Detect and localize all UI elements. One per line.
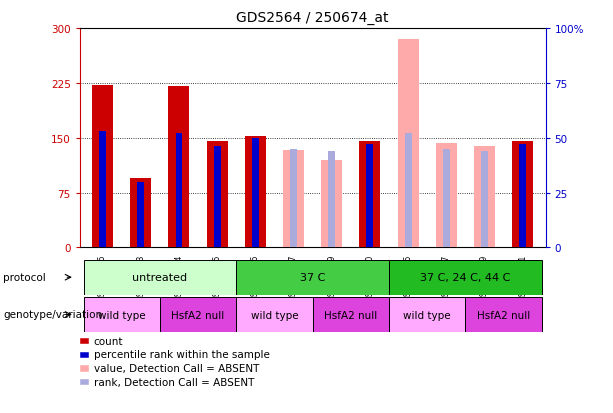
Bar [80,338,88,344]
Text: 37 C, 24 C, 44 C: 37 C, 24 C, 44 C [420,273,511,283]
Bar [367,145,373,248]
Text: HsfA2 null: HsfA2 null [172,310,225,320]
Bar [207,142,227,248]
Bar [214,147,221,248]
Text: protocol: protocol [3,273,46,282]
Bar [405,134,411,248]
Text: rank, Detection Call = ABSENT: rank, Detection Call = ABSENT [94,377,254,387]
Bar [169,87,189,248]
Bar [398,40,419,248]
Text: value, Detection Call = ABSENT: value, Detection Call = ABSENT [94,363,259,373]
Bar [321,160,342,248]
Bar [389,260,542,295]
Bar [92,86,113,248]
Bar [175,134,183,248]
Text: untreated: untreated [132,273,188,283]
Title: GDS2564 / 250674_at: GDS2564 / 250674_at [237,11,389,25]
Bar [443,149,450,248]
Bar [83,260,236,295]
Bar [512,142,533,248]
Text: count: count [94,336,123,346]
Text: 37 C: 37 C [300,273,326,283]
Bar [481,152,488,248]
Text: wild type: wild type [403,310,451,320]
Bar [80,379,88,384]
Text: HsfA2 null: HsfA2 null [324,310,378,320]
Bar [236,260,389,295]
Bar [389,297,465,332]
Bar [252,138,259,248]
Bar [80,352,88,357]
Bar [160,297,236,332]
Bar [83,297,160,332]
Bar [313,297,389,332]
Bar [137,182,144,248]
Bar [359,142,381,248]
Bar [99,132,106,248]
Text: percentile rank within the sample: percentile rank within the sample [94,349,270,359]
Text: HsfA2 null: HsfA2 null [477,310,530,320]
Bar [519,145,526,248]
Bar [405,134,411,248]
Bar [80,366,88,371]
Text: genotype/variation: genotype/variation [3,310,102,320]
Text: wild type: wild type [98,310,145,320]
Text: wild type: wild type [251,310,299,320]
Bar [131,178,151,248]
Bar [290,149,297,248]
Bar [474,147,495,248]
Bar [283,151,304,248]
Bar [436,143,457,248]
Bar [465,297,542,332]
Bar [245,137,266,248]
Bar [236,297,313,332]
Bar [329,152,335,248]
